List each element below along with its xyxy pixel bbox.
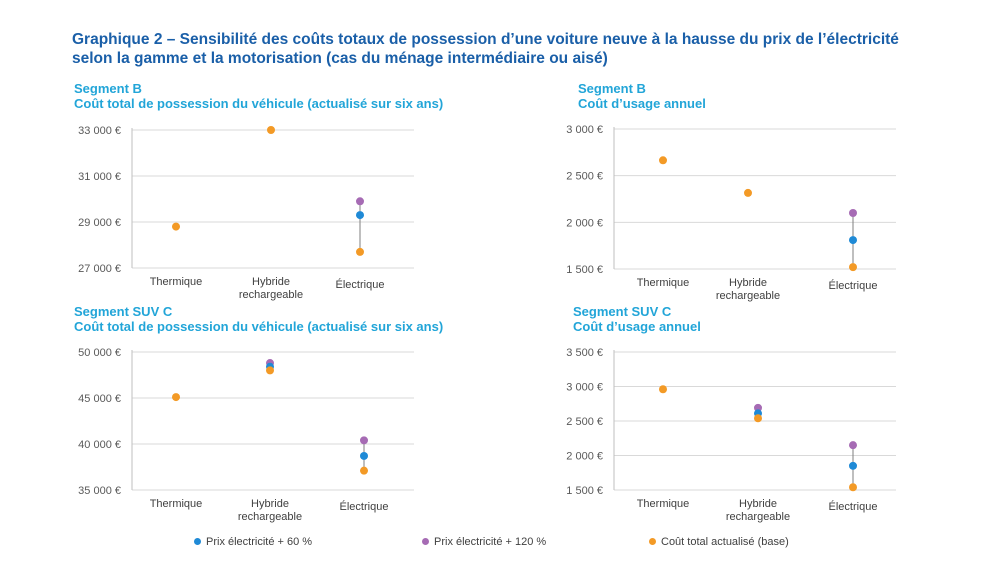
panel-subtitle: Coût d’usage annuel [578, 96, 706, 111]
data-point-plus60 [849, 461, 857, 470]
panel-subtitle: Coût total de possession du véhicule (ac… [74, 96, 444, 111]
x-tick-label-line: Hybride [729, 277, 767, 289]
data-point-plus60 [356, 211, 364, 220]
y-tick-label: 40 000 € [78, 439, 121, 451]
data-point-base [360, 466, 368, 475]
data-point-base [267, 126, 275, 134]
legend-label: Coût total actualisé (base) [661, 536, 789, 548]
x-tick-label: Hybride rechargeable [726, 498, 790, 523]
x-tick-label-line: Thermique [150, 498, 203, 510]
data-point-base [659, 385, 667, 394]
y-tick-label: 3 000 € [566, 124, 603, 136]
panel-subtitle: Coût d’usage annuel [573, 319, 701, 334]
legend-label: Prix électricité + 60 % [206, 536, 313, 548]
y-tick-label: 1 500 € [566, 264, 603, 276]
data-point-base [172, 393, 180, 402]
data-point-base [849, 263, 857, 272]
x-tick-label: Hybride rechargeable [239, 276, 303, 301]
x-tick-label-line: Électrique [340, 500, 389, 513]
legend-item-base: Coût total actualisé (base) [649, 536, 789, 548]
panel-subtitle: Coût total de possession du véhicule (ac… [74, 319, 444, 334]
chart-plot: 33 000 € 31 000 € 29 000 € 27 000 € Thermiqu… [78, 125, 414, 301]
y-tick-label: 33 000 € [78, 125, 121, 137]
x-tick-label: Thermique [150, 276, 203, 288]
panel-suvc-tco: Segment SUV C Coût total de possession d… [74, 304, 443, 526]
data-point-plus120 [849, 441, 857, 450]
y-tick-label: 3 000 € [566, 382, 603, 394]
x-tick-label-line: rechargeable [726, 511, 790, 523]
legend-item-plus60: Prix électricité + 60 % [194, 536, 312, 548]
y-tick-label: 31 000 € [78, 171, 121, 183]
panel-b-usage: Segment B Coût d’usage annuel 3 000 € 2 5… [566, 81, 918, 303]
y-tick-label: 27 000 € [78, 263, 121, 275]
x-tick-label: Thermique [637, 277, 690, 289]
data-point-plus120 [849, 209, 857, 217]
chart-title: Graphique 2 – Sensibilité des coûts tota… [72, 30, 972, 68]
x-tick-label: Électrique [829, 500, 878, 513]
x-tick-label: Électrique [829, 279, 878, 292]
x-tick-label-line: Hybride [252, 276, 290, 288]
x-tick-label-line: Électrique [829, 279, 878, 292]
y-tick-label: 45 000 € [78, 393, 121, 405]
data-point-base [849, 483, 857, 492]
legend-item-plus120: Prix électricité + 120 % [422, 536, 546, 548]
panel-suvc-usage: Segment SUV C Coût d’usage annuel 3 500 … [566, 304, 913, 526]
data-point-base [659, 156, 667, 165]
y-tick-label: 50 000 € [78, 347, 121, 359]
y-tick-label: 2 500 € [566, 171, 603, 183]
data-point-base [754, 414, 762, 423]
data-point-base [266, 366, 274, 375]
data-point-plus120 [356, 197, 364, 206]
x-tick-label-line: Électrique [336, 278, 385, 291]
data-point-plus60 [360, 451, 368, 460]
y-tick-label: 35 000 € [78, 485, 121, 497]
chart-title-line-1: Graphique 2 – Sensibilité des coûts tota… [72, 31, 899, 48]
panel-segment-label: Segment SUV C [74, 304, 173, 319]
y-tick-label: 3 500 € [566, 347, 603, 359]
y-tick-label: 2 500 € [566, 416, 603, 428]
data-point-base [172, 222, 180, 231]
data-point-base [744, 188, 752, 197]
x-tick-label-line: Hybride [739, 498, 777, 510]
panel-segment-label: Segment B [74, 81, 142, 96]
chart-plot: 3 000 € 2 500 € 2 000 € 1 500 € Thermique Hyb… [566, 124, 896, 302]
legend-marker-icon [194, 537, 201, 545]
x-tick-label-line: rechargeable [239, 289, 303, 301]
x-tick-label-line: Thermique [637, 277, 690, 289]
legend: Prix électricité + 60 % Prix électricité… [0, 536, 1000, 552]
x-tick-label-line: Électrique [829, 500, 878, 513]
data-point-plus60 [849, 236, 857, 245]
panel-segment-label: Segment B [578, 81, 646, 96]
x-tick-label-line: Thermique [150, 276, 203, 288]
x-tick-label: Hybride rechargeable [716, 277, 780, 302]
data-point-base [356, 247, 364, 256]
x-tick-label-line: rechargeable [238, 511, 302, 523]
y-tick-label: 1 500 € [566, 485, 603, 497]
chart-plot: 50 000 € 45 000 € 40 000 € 35 000 € Thermiqu… [78, 347, 414, 523]
x-tick-label-line: Thermique [637, 498, 690, 510]
y-tick-label: 2 000 € [566, 451, 603, 463]
legend-marker-icon [649, 537, 656, 545]
x-tick-label: Thermique [637, 498, 690, 510]
chart-title-line-2: selon la gamme et la motorisation (cas d… [72, 50, 608, 67]
y-tick-label: 29 000 € [78, 217, 121, 229]
x-tick-label-line: rechargeable [716, 290, 780, 302]
panel-segment-label: Segment SUV C [573, 304, 672, 319]
panel-b-tco: Segment B Coût total de possession du vé… [74, 81, 443, 303]
x-tick-label: Thermique [150, 498, 203, 510]
x-tick-label-line: Hybride [251, 498, 289, 510]
x-tick-label: Électrique [340, 500, 389, 513]
chart-plot: 3 500 € 3 000 € 2 500 € 2 000 € 1 500 € Therm… [566, 347, 896, 523]
y-tick-label: 2 000 € [566, 217, 603, 229]
x-tick-label: Hybride rechargeable [238, 498, 302, 523]
legend-marker-icon [422, 537, 429, 545]
data-point-plus120 [360, 436, 368, 445]
data-point-plus120 [754, 403, 762, 412]
legend-label: Prix électricité + 120 % [434, 536, 547, 548]
x-tick-label: Électrique [336, 278, 385, 291]
